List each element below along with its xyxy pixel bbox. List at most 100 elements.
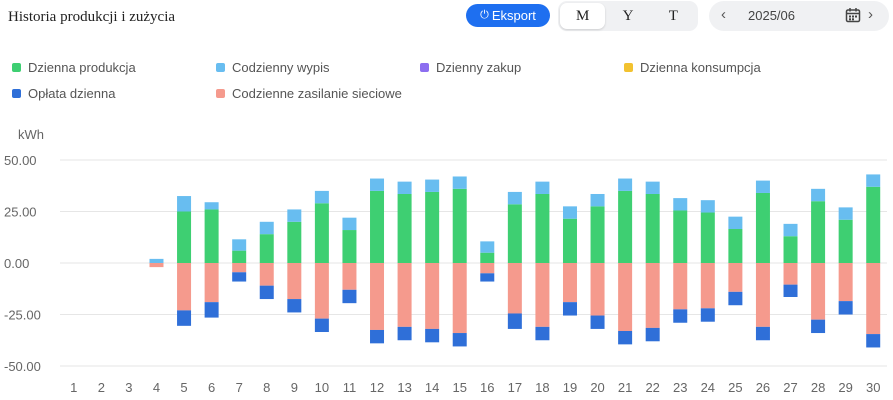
bar-grid-day-28[interactable] xyxy=(811,263,826,320)
bar-export-day-26[interactable] xyxy=(755,180,770,193)
bar-grid-day-15[interactable] xyxy=(452,263,467,334)
bar-export-day-30[interactable] xyxy=(866,174,881,187)
bar-grid-day-16[interactable] xyxy=(480,263,495,274)
bar-production-day-7[interactable] xyxy=(232,250,247,263)
legend-item-production[interactable]: Dzienna produkcja xyxy=(12,60,136,75)
bar-grid-day-25[interactable] xyxy=(728,263,743,292)
bar-export-day-8[interactable] xyxy=(259,221,274,235)
period-option-month[interactable]: M xyxy=(560,3,606,29)
bar-charge-day-22[interactable] xyxy=(645,327,660,342)
bar-charge-day-24[interactable] xyxy=(700,308,715,322)
bar-grid-day-9[interactable] xyxy=(287,263,302,300)
bar-grid-day-4[interactable] xyxy=(149,263,164,268)
bar-export-day-6[interactable] xyxy=(204,202,219,210)
bar-production-day-30[interactable] xyxy=(866,186,881,263)
bar-grid-day-18[interactable] xyxy=(535,263,550,327)
bar-charge-day-23[interactable] xyxy=(673,309,688,323)
bar-charge-day-30[interactable] xyxy=(866,334,881,348)
bar-production-day-19[interactable] xyxy=(562,218,577,263)
bar-export-day-13[interactable] xyxy=(397,181,412,194)
bar-charge-day-18[interactable] xyxy=(535,326,550,341)
bar-charge-day-25[interactable] xyxy=(728,291,743,306)
bar-production-day-25[interactable] xyxy=(728,229,743,263)
bar-export-day-24[interactable] xyxy=(700,200,715,213)
bar-grid-day-5[interactable] xyxy=(177,263,192,311)
legend-item-consumption[interactable]: Dzienna konsumpcja xyxy=(624,60,761,75)
bar-production-day-5[interactable] xyxy=(177,211,192,264)
bar-charge-day-20[interactable] xyxy=(590,315,605,329)
bar-grid-day-22[interactable] xyxy=(645,263,660,328)
bar-production-day-12[interactable] xyxy=(370,190,385,263)
bar-production-day-10[interactable] xyxy=(314,203,329,263)
bar-grid-day-11[interactable] xyxy=(342,263,357,290)
bar-grid-day-24[interactable] xyxy=(700,263,715,309)
bar-grid-day-27[interactable] xyxy=(783,263,798,285)
bar-production-day-27[interactable] xyxy=(783,236,798,263)
bar-production-day-13[interactable] xyxy=(397,193,412,263)
bar-charge-day-29[interactable] xyxy=(838,301,853,315)
bar-charge-day-21[interactable] xyxy=(618,330,633,345)
bar-export-day-9[interactable] xyxy=(287,209,302,222)
bar-charge-day-14[interactable] xyxy=(425,328,440,343)
bar-export-day-15[interactable] xyxy=(452,176,467,189)
bar-grid-day-23[interactable] xyxy=(673,263,688,310)
bar-export-day-22[interactable] xyxy=(645,181,660,194)
bar-production-day-18[interactable] xyxy=(535,193,550,263)
bar-export-day-16[interactable] xyxy=(480,241,495,253)
bar-charge-day-7[interactable] xyxy=(232,272,247,282)
bar-charge-day-10[interactable] xyxy=(314,318,329,333)
legend-item-export[interactable]: Codzienny wypis xyxy=(216,60,330,75)
bar-grid-day-26[interactable] xyxy=(755,263,770,327)
bar-export-day-17[interactable] xyxy=(507,191,522,205)
bar-grid-day-29[interactable] xyxy=(838,263,853,302)
bar-production-day-11[interactable] xyxy=(342,230,357,263)
bar-grid-day-6[interactable] xyxy=(204,263,219,303)
bar-grid-day-10[interactable] xyxy=(314,263,329,319)
bar-export-day-28[interactable] xyxy=(811,188,826,202)
bar-charge-day-6[interactable] xyxy=(204,302,219,318)
bar-production-day-15[interactable] xyxy=(452,188,467,263)
chevron-right-icon[interactable]: › xyxy=(868,6,873,23)
bar-export-day-14[interactable] xyxy=(425,179,440,192)
bar-export-day-7[interactable] xyxy=(232,239,247,251)
bar-charge-day-5[interactable] xyxy=(177,310,192,326)
period-option-total[interactable]: T xyxy=(668,7,678,24)
bar-production-day-8[interactable] xyxy=(259,234,274,263)
bar-export-day-12[interactable] xyxy=(370,178,385,191)
bar-export-day-19[interactable] xyxy=(562,206,577,219)
bar-production-day-26[interactable] xyxy=(755,192,770,263)
bar-production-day-21[interactable] xyxy=(618,190,633,263)
bar-charge-day-19[interactable] xyxy=(562,302,577,316)
bar-charge-day-27[interactable] xyxy=(783,284,798,297)
calendar-icon[interactable] xyxy=(845,7,861,23)
bar-export-day-23[interactable] xyxy=(673,198,688,211)
bar-export-day-10[interactable] xyxy=(314,190,329,204)
bar-grid-day-8[interactable] xyxy=(259,263,274,286)
bar-production-day-9[interactable] xyxy=(287,221,302,263)
bar-export-day-27[interactable] xyxy=(783,223,798,237)
bar-export-day-29[interactable] xyxy=(838,207,853,220)
bar-grid-day-7[interactable] xyxy=(232,263,247,273)
bar-grid-day-13[interactable] xyxy=(397,263,412,327)
bar-export-day-4[interactable] xyxy=(149,258,164,263)
bar-export-day-21[interactable] xyxy=(618,178,633,191)
export-button[interactable]: ⏻ Eksport xyxy=(466,4,550,27)
bar-grid-day-12[interactable] xyxy=(370,263,385,330)
bar-charge-day-16[interactable] xyxy=(480,273,495,282)
bar-export-day-20[interactable] xyxy=(590,193,605,207)
bar-charge-day-8[interactable] xyxy=(259,285,274,300)
legend-item-purchase[interactable]: Dzienny zakup xyxy=(420,60,521,75)
bar-production-day-16[interactable] xyxy=(480,252,495,263)
bar-production-day-6[interactable] xyxy=(204,209,219,263)
bar-export-day-18[interactable] xyxy=(535,181,550,194)
bar-grid-day-21[interactable] xyxy=(618,263,633,331)
bar-charge-day-12[interactable] xyxy=(370,329,385,344)
bar-grid-day-20[interactable] xyxy=(590,263,605,316)
chevron-left-icon[interactable]: ‹ xyxy=(721,6,726,23)
bar-charge-day-28[interactable] xyxy=(811,319,826,334)
bar-export-day-5[interactable] xyxy=(177,196,192,212)
period-option-year[interactable]: Y xyxy=(622,7,634,24)
legend-item-grid-supply[interactable]: Codzienne zasilanie sieciowe xyxy=(216,86,402,101)
bar-production-day-20[interactable] xyxy=(590,206,605,263)
bar-charge-day-26[interactable] xyxy=(755,326,770,341)
